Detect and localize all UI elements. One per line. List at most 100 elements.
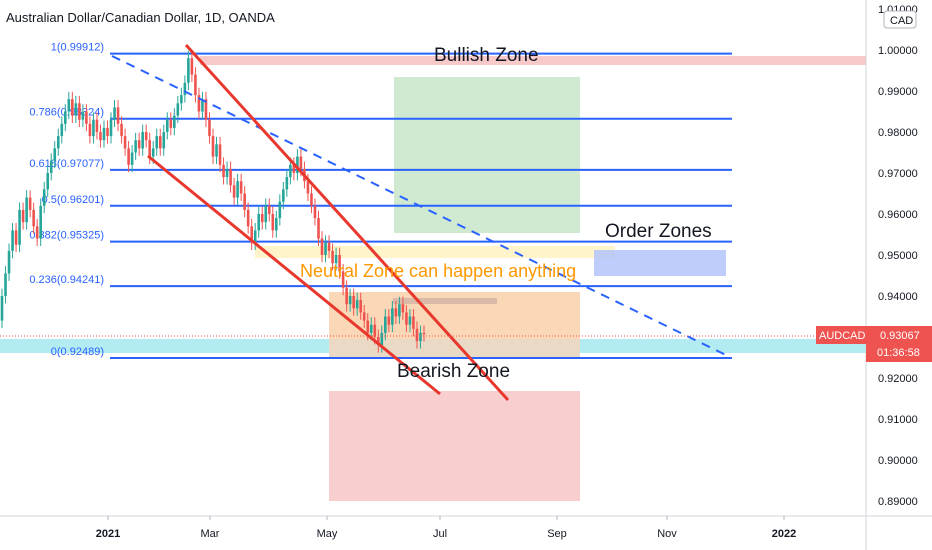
price-tick-label: 1.00000 xyxy=(878,45,918,57)
fib-level-label: 0.382(0.95325) xyxy=(29,230,104,242)
bullish-zone-box[interactable] xyxy=(394,77,580,233)
candle-body xyxy=(102,127,106,141)
candle-body xyxy=(282,189,285,202)
candle-body xyxy=(299,156,303,169)
time-tick-label: Mar xyxy=(201,528,220,540)
candle-body xyxy=(176,103,180,116)
candle-body xyxy=(285,177,289,190)
candle-body xyxy=(415,328,419,342)
candle-body xyxy=(35,226,39,239)
neutral-zone-label: Neutral Zone can happen anything xyxy=(300,261,576,281)
resistance-band xyxy=(200,56,866,65)
candle-body xyxy=(243,193,246,210)
candle-body xyxy=(165,119,169,132)
price-axis-ticks: 1.010001.000000.990000.980000.970000.960… xyxy=(878,4,918,508)
candle-body xyxy=(373,324,377,337)
candle-body xyxy=(218,144,222,165)
candle-body xyxy=(21,209,25,223)
candle-body xyxy=(28,197,32,210)
candle-body xyxy=(14,230,18,245)
candle-body xyxy=(271,214,275,231)
price-tick-label: 0.96000 xyxy=(878,209,918,221)
candle-body xyxy=(362,312,366,321)
candle-body xyxy=(158,136,162,149)
candle-body xyxy=(49,160,53,173)
candle-body xyxy=(81,111,85,120)
price-tick-label: 0.99000 xyxy=(878,86,918,98)
candle-body xyxy=(289,164,292,178)
channel-lower-line[interactable] xyxy=(147,154,441,396)
candle-body xyxy=(225,168,229,178)
candle-body xyxy=(320,238,324,255)
candle-body xyxy=(387,316,391,325)
time-tick-label: May xyxy=(317,528,338,540)
candle-body xyxy=(137,140,141,149)
candle-body xyxy=(92,119,95,137)
price-axis-panel[interactable] xyxy=(866,0,932,550)
candle-body xyxy=(127,148,130,165)
candle-body xyxy=(116,107,120,124)
candle-body xyxy=(144,132,148,141)
candle-body xyxy=(253,230,257,243)
price-tick-label: 0.90000 xyxy=(878,455,918,467)
time-tick-label: Sep xyxy=(547,528,567,540)
fib-level-label: 1(0.99912) xyxy=(51,42,104,54)
candle-body xyxy=(95,119,99,132)
candle-body xyxy=(408,316,412,325)
candle-body xyxy=(338,255,341,272)
candle-body xyxy=(169,119,173,128)
candle-body xyxy=(53,148,57,161)
neutral-band xyxy=(255,246,615,258)
candle-body xyxy=(317,218,320,239)
candle-body xyxy=(148,140,151,157)
candle-body xyxy=(215,144,218,157)
candle-body xyxy=(190,58,194,75)
candle-body xyxy=(267,205,271,214)
candle-body xyxy=(405,312,408,325)
candle-body xyxy=(398,304,401,317)
time-tick-label: Jul xyxy=(433,528,447,540)
candle-body xyxy=(232,185,236,198)
candle-body xyxy=(85,111,88,124)
price-tick-label: 0.97000 xyxy=(878,168,918,180)
candle-body xyxy=(310,193,313,206)
candle-body xyxy=(7,250,11,274)
candle-body xyxy=(155,136,159,149)
candle-body xyxy=(208,119,211,137)
fib-level-label: 0.5(0.96201) xyxy=(42,194,104,206)
candle-body xyxy=(201,99,204,112)
candle-body xyxy=(419,332,422,342)
candle-body xyxy=(366,320,370,333)
candle-body xyxy=(71,99,74,116)
time-tick-label: 2021 xyxy=(96,528,120,540)
candle-body xyxy=(204,99,208,120)
channel-upper-line[interactable] xyxy=(184,43,510,402)
candle-body xyxy=(239,181,243,194)
small-range-bar xyxy=(393,298,497,304)
candle-body xyxy=(183,82,187,96)
candle-body xyxy=(4,273,7,296)
symbol-price-badge-label: AUDCAD xyxy=(819,330,866,342)
candle-body xyxy=(352,296,355,309)
candle-body xyxy=(141,132,144,149)
candle-body xyxy=(331,250,334,264)
currency-badge[interactable] xyxy=(883,10,917,29)
candle-body xyxy=(296,156,299,173)
dashed-trendline[interactable] xyxy=(111,55,729,357)
price-tick-label: 0.91000 xyxy=(878,414,918,426)
order-zone-blue-box[interactable] xyxy=(594,250,726,276)
candle-body xyxy=(120,123,123,137)
candle-body xyxy=(391,308,394,325)
fib-level-label: 0.618(0.97077) xyxy=(29,158,104,170)
candle-body xyxy=(313,205,317,219)
candle-body xyxy=(46,173,50,190)
candle-body xyxy=(422,332,426,335)
fib-level-label: 0.786(0.98324) xyxy=(29,107,104,119)
fib-level-label: 0.236(0.94241) xyxy=(29,274,104,286)
candle-body xyxy=(78,103,81,120)
currency-badge-label: CAD xyxy=(890,15,913,27)
candle-body xyxy=(211,136,215,157)
candle-body xyxy=(275,218,278,231)
bearish-zone-box[interactable] xyxy=(329,391,580,501)
